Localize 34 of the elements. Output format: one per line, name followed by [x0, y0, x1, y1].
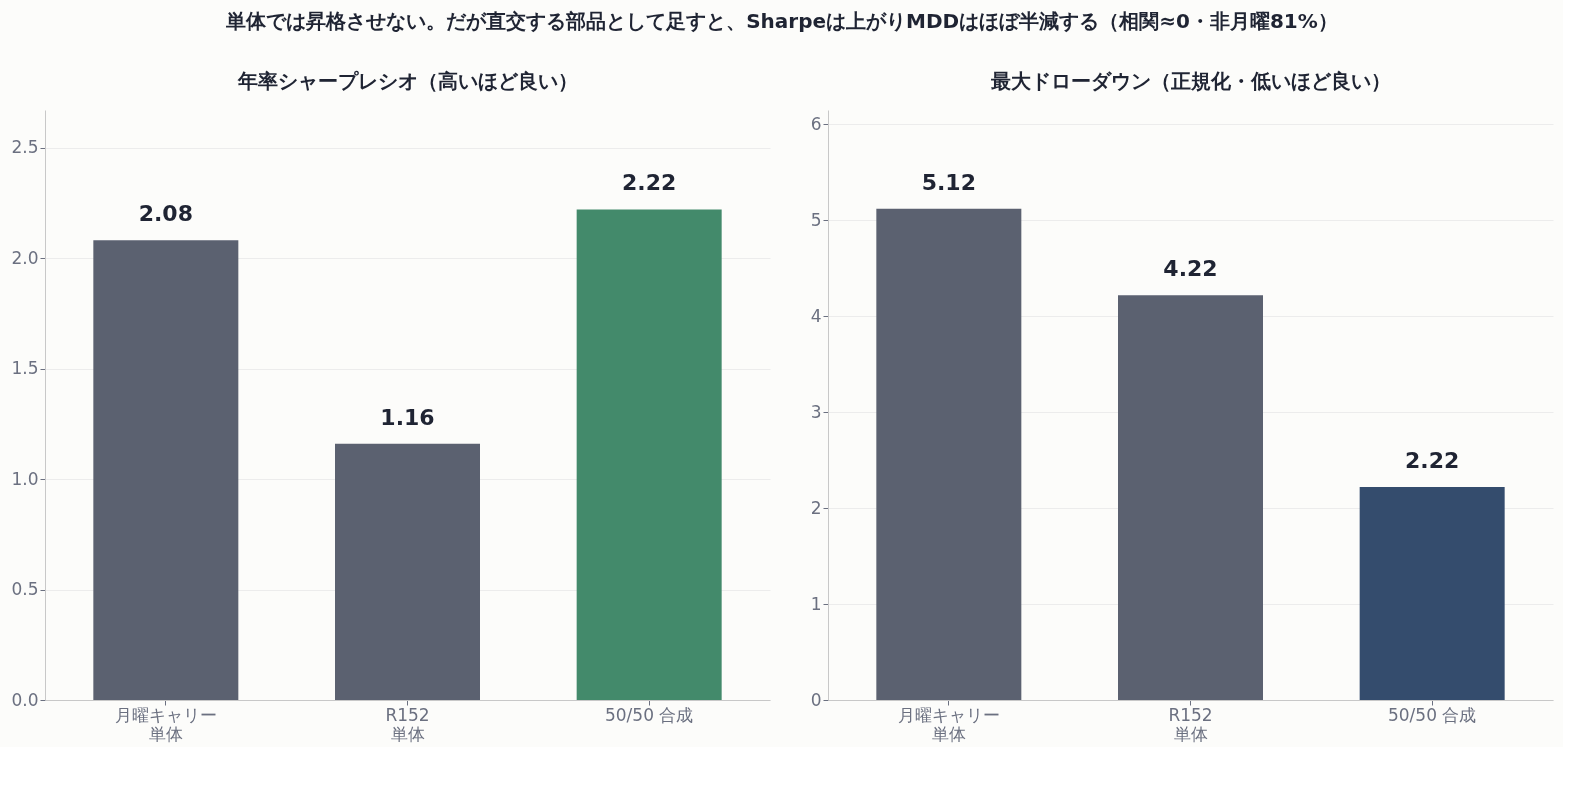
y-tick-label: 1.5	[11, 358, 39, 379]
data-label: 4.22	[1163, 256, 1218, 282]
y-tick-label: 5	[810, 209, 822, 230]
y-tick-label: 3	[810, 401, 822, 422]
x-tick-label: 月曜キャリー単体	[114, 704, 217, 744]
bar	[93, 240, 239, 700]
data-label: 5.12	[921, 169, 976, 195]
x-tick-label: 月曜キャリー単体	[897, 704, 1000, 744]
data-label: 2.08	[138, 201, 193, 227]
x-tick-label: R152単体	[385, 704, 430, 744]
y-tick-label: 2.5	[11, 137, 39, 158]
y-tick-label: 1	[810, 593, 822, 614]
chart-title: 年率シャープレシオ（高いほど良い）	[236, 69, 578, 93]
bar	[876, 208, 1022, 700]
bar	[335, 443, 480, 700]
x-tick-label: 50/50 合成	[1387, 704, 1477, 725]
data-label: 2.22	[622, 170, 677, 196]
bar	[1118, 295, 1263, 700]
data-label: 1.16	[380, 404, 435, 430]
bar	[576, 209, 722, 700]
y-tick-label: 6	[810, 113, 822, 134]
y-tick-label: 0.5	[11, 579, 39, 600]
chart-title: 最大ドローダウン（正規化・低いほど良い）	[989, 69, 1391, 93]
x-tick-label: 50/50 合成	[604, 704, 694, 725]
text: 単体では昇格させない。だが直交する部品として足すと、Sharpeは上がりMDDはほぼ半減する（相関≈0・非月曜81%）	[225, 9, 1338, 33]
x-tick-label: R152単体	[1168, 704, 1213, 744]
y-tick-label: 1.0	[11, 468, 39, 489]
y-tick-label: 0	[810, 689, 822, 710]
y-tick-label: 0.0	[11, 689, 39, 710]
bar	[1359, 487, 1505, 700]
y-tick-label: 2	[810, 497, 822, 518]
y-tick-label: 4	[810, 305, 822, 326]
y-tick-label: 2.0	[11, 247, 39, 268]
data-label: 2.22	[1405, 448, 1460, 474]
